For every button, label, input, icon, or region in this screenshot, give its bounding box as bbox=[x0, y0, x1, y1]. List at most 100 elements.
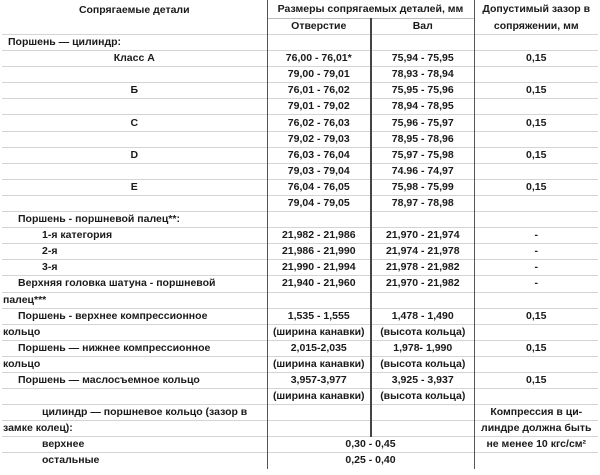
hole-cell: 21,986 - 21,990 bbox=[266, 243, 371, 260]
shaft-cell: 1,478 - 1,490 bbox=[370, 307, 474, 325]
clearance-cell bbox=[473, 66, 598, 83]
part-cell: Поршень — нижнее компрессионное bbox=[2, 339, 267, 357]
hole-cell: 79,02 - 79,03 bbox=[266, 130, 371, 148]
shaft-cell: 21,970 - 21,974 bbox=[370, 227, 474, 244]
part-cell: 1-я категория bbox=[2, 227, 267, 244]
clearance-cell bbox=[473, 388, 598, 405]
hole-cell: 76,02 - 76,03 bbox=[266, 114, 371, 132]
part-cell bbox=[2, 194, 267, 212]
hole-cell: 2,015-2,035 bbox=[266, 339, 371, 357]
part-cell: C bbox=[2, 114, 267, 132]
shaft-cell: 78,93 - 78,94 bbox=[370, 66, 474, 83]
part-cell bbox=[2, 66, 267, 83]
hole-cell bbox=[266, 404, 371, 421]
clearance-cell bbox=[473, 98, 598, 115]
part-cell: Б bbox=[2, 82, 267, 99]
table-row: Поршень — маслосъемное кольцо 3,957-3,977… bbox=[2, 371, 598, 389]
table-row: цилиндр — поршневое кольцо (зазор в Компр… bbox=[2, 404, 598, 421]
table-row: E 76,04 - 76,05 75,98 - 75,99 0,15 bbox=[2, 178, 598, 196]
shaft-cell: 75,98 - 75,99 bbox=[370, 178, 474, 196]
clearance-cell bbox=[473, 355, 598, 373]
header-shaft: Вал bbox=[370, 18, 474, 35]
hole-cell bbox=[266, 211, 371, 228]
shaft-cell: 78,97 - 78,98 bbox=[370, 194, 474, 212]
part-cell bbox=[2, 162, 267, 180]
shaft-cell: 1,978- 1,990 bbox=[370, 339, 474, 357]
part-cell: Верхняя головка шатуна - поршневой bbox=[2, 275, 267, 292]
subheader-row: Отверстие Вал сопряжении, мм bbox=[2, 18, 598, 35]
part-cell: кольцо bbox=[2, 323, 267, 341]
header-hole: Отверстие bbox=[266, 18, 371, 35]
part-cell: кольцо bbox=[2, 355, 267, 373]
shaft-cell: 75,97 - 75,98 bbox=[370, 146, 474, 164]
hole-cell: 79,01 - 79,02 bbox=[266, 98, 371, 115]
clearance-cell bbox=[473, 211, 598, 228]
part-cell: Поршень — маслосъемное кольцо bbox=[2, 371, 267, 389]
table-row: кольцо (ширина канавки) (высота кольца) bbox=[2, 355, 598, 373]
part-cell: Поршень — цилиндр: bbox=[2, 33, 267, 51]
header-row: Сопрягаемые детали Размеры сопрягаемых д… bbox=[2, 0, 598, 19]
part-cell bbox=[2, 98, 267, 115]
table-row: 79,02 - 79,03 78,95 - 78,96 bbox=[2, 130, 598, 148]
clearance-cell: 0,15 bbox=[473, 339, 598, 357]
shaft-cell: 21,970 - 21,982 bbox=[370, 275, 474, 292]
hole-cell: 76,01 - 76,02 bbox=[266, 82, 371, 99]
clearance-cell: линдре должна быть bbox=[473, 420, 598, 437]
table-row: C 76,02 - 76,03 75,96 - 75,97 0,15 bbox=[2, 114, 598, 132]
part-cell: Поршень - поршневой палец**: bbox=[2, 211, 267, 228]
part-cell: цилиндр — поршневое кольцо (зазор в bbox=[2, 404, 267, 421]
hole-cell bbox=[266, 291, 371, 309]
shaft-cell: (высота кольца) bbox=[370, 355, 474, 373]
shaft-cell: 75,95 - 75,96 bbox=[370, 82, 474, 99]
shaft-cell: 75,94 - 75,95 bbox=[370, 50, 474, 67]
header-clearance-2: сопряжении, мм bbox=[473, 18, 598, 35]
table-row: D 76,03 - 76,04 75,97 - 75,98 0,15 bbox=[2, 146, 598, 164]
clearance-cell bbox=[473, 452, 598, 469]
hole-cell: 3,957-3,977 bbox=[266, 371, 371, 389]
hole-cell: (ширина канавки) bbox=[266, 323, 371, 341]
shaft-cell bbox=[370, 420, 474, 437]
header-parts: Сопрягаемые детали bbox=[78, 4, 190, 16]
clearance-cell: 0,15 bbox=[473, 178, 598, 196]
table-row: Верхняя головка шатуна - поршневой 21,940… bbox=[2, 275, 598, 292]
clearance-cell: Компрессия в ци- bbox=[473, 404, 598, 421]
shaft-cell: (высота кольца) bbox=[370, 388, 474, 405]
hole-cell bbox=[266, 33, 371, 51]
clearance-cell: 0,15 bbox=[473, 50, 598, 67]
shaft-cell: 21,974 - 21,978 bbox=[370, 243, 474, 260]
hole-cell: 76,00 - 76,01* bbox=[266, 50, 371, 67]
clearance-cell: 0,15 bbox=[473, 114, 598, 132]
part-cell bbox=[2, 130, 267, 148]
hole-cell: 79,03 - 79,04 bbox=[266, 162, 371, 180]
clearance-cell: - bbox=[473, 259, 598, 276]
table-row: Поршень — нижнее компрессионное 2,015-2,0… bbox=[2, 339, 598, 357]
clearance-cell bbox=[473, 194, 598, 212]
hole-cell: 76,03 - 76,04 bbox=[266, 146, 371, 164]
clearance-cell bbox=[473, 323, 598, 341]
clearance-cell: не менее 10 кгс/см² bbox=[473, 436, 598, 453]
table-row: Поршень — цилиндр: bbox=[2, 33, 598, 51]
shaft-cell bbox=[370, 404, 474, 421]
clearance-cell bbox=[473, 291, 598, 309]
shaft-cell: 78,95 - 78,96 bbox=[370, 130, 474, 148]
shaft-cell: 78,94 - 78,95 bbox=[370, 98, 474, 115]
header-sizes: Размеры сопрягаемых деталей, мм bbox=[266, 0, 474, 19]
part-cell: E bbox=[2, 178, 267, 196]
clearance-cell bbox=[473, 162, 598, 180]
hole-cell bbox=[266, 420, 371, 437]
table-row: 79,01 - 79,02 78,94 - 78,95 bbox=[2, 98, 598, 115]
shaft-cell bbox=[370, 291, 474, 309]
shaft-cell: 21,978 - 21,982 bbox=[370, 259, 474, 276]
clearance-cell: - bbox=[473, 275, 598, 292]
hole-cell: (ширина канавки) bbox=[266, 355, 371, 373]
clearance-cell: 0,15 bbox=[473, 82, 598, 99]
hole-cell: 76,04 - 76,05 bbox=[266, 178, 371, 196]
table-row: Б 76,01 - 76,02 75,95 - 75,96 0,15 bbox=[2, 82, 598, 99]
part-cell: верхнее bbox=[2, 436, 267, 453]
shaft-cell bbox=[370, 211, 474, 228]
shaft-cell: 3,925 - 3,937 bbox=[370, 371, 474, 389]
hole-cell: 79,04 - 79,05 bbox=[266, 194, 371, 212]
hole-cell: 21,990 - 21,994 bbox=[266, 259, 371, 276]
shaft-cell: (высота кольца) bbox=[370, 323, 474, 341]
